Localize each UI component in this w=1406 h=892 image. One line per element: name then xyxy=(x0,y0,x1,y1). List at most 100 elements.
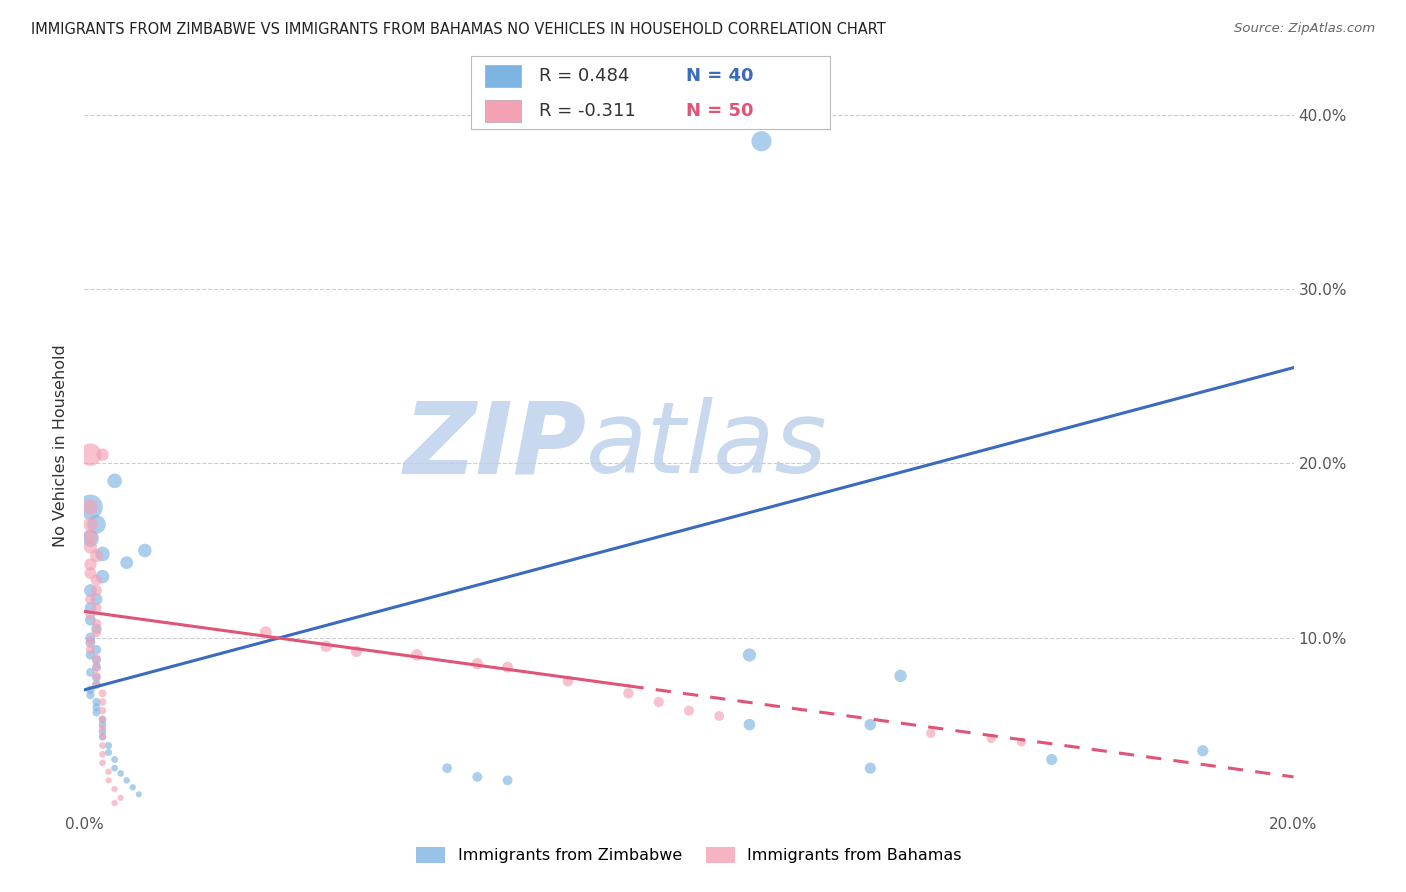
Point xyxy=(86,601,108,615)
FancyBboxPatch shape xyxy=(485,65,522,87)
Text: R = -0.311: R = -0.311 xyxy=(538,102,636,120)
FancyBboxPatch shape xyxy=(485,100,522,122)
Point xyxy=(79,631,101,645)
Point xyxy=(79,540,101,554)
Point xyxy=(91,724,114,739)
Point xyxy=(406,648,429,662)
Text: N = 40: N = 40 xyxy=(686,67,754,85)
Point xyxy=(890,669,912,683)
Point xyxy=(79,500,101,514)
Point xyxy=(91,747,114,762)
Point xyxy=(86,616,108,631)
Point xyxy=(86,695,108,709)
Point xyxy=(91,721,114,735)
Point xyxy=(91,717,114,731)
Point xyxy=(79,613,101,627)
Point xyxy=(467,770,489,784)
Point xyxy=(86,660,108,674)
Point xyxy=(91,547,114,561)
Point xyxy=(86,671,108,685)
Point xyxy=(79,682,101,697)
Point xyxy=(104,474,127,488)
Point xyxy=(738,717,761,731)
Point xyxy=(79,530,101,544)
Point xyxy=(920,726,942,740)
Point xyxy=(86,592,108,607)
Point xyxy=(91,448,114,462)
Point xyxy=(104,782,127,797)
Point xyxy=(79,558,101,572)
Point xyxy=(97,773,120,788)
Text: R = 0.484: R = 0.484 xyxy=(538,67,630,85)
Point xyxy=(91,686,114,700)
Text: Source: ZipAtlas.com: Source: ZipAtlas.com xyxy=(1234,22,1375,36)
Legend: Immigrants from Zimbabwe, Immigrants from Bahamas: Immigrants from Zimbabwe, Immigrants fro… xyxy=(409,840,969,870)
Text: ZIP: ZIP xyxy=(404,398,586,494)
Text: N = 50: N = 50 xyxy=(686,102,754,120)
Point xyxy=(79,642,101,657)
Point xyxy=(110,766,132,780)
Text: atlas: atlas xyxy=(586,398,828,494)
Point xyxy=(97,739,120,753)
Point xyxy=(91,704,114,718)
Point xyxy=(467,657,489,671)
Point xyxy=(104,761,127,775)
Point xyxy=(86,651,108,665)
Point xyxy=(86,517,108,532)
Point xyxy=(91,756,114,770)
Point xyxy=(79,607,101,622)
Point xyxy=(91,695,114,709)
Point xyxy=(678,704,700,718)
Point xyxy=(79,636,101,650)
Point xyxy=(86,660,108,674)
Point xyxy=(97,764,120,779)
Text: IMMIGRANTS FROM ZIMBABWE VS IMMIGRANTS FROM BAHAMAS NO VEHICLES IN HOUSEHOLD COR: IMMIGRANTS FROM ZIMBABWE VS IMMIGRANTS F… xyxy=(31,22,886,37)
Point xyxy=(86,669,108,683)
Point xyxy=(79,688,101,702)
Point xyxy=(436,761,458,775)
Point xyxy=(86,583,108,598)
Point xyxy=(496,773,519,788)
Point xyxy=(110,790,132,805)
Point xyxy=(1011,735,1033,749)
Point xyxy=(859,761,882,775)
Point xyxy=(115,773,138,788)
Point xyxy=(709,709,731,723)
Point xyxy=(121,780,143,795)
Point xyxy=(79,566,101,581)
Point xyxy=(1040,752,1063,766)
Y-axis label: No Vehicles in Household: No Vehicles in Household xyxy=(53,344,69,548)
Point xyxy=(79,517,101,532)
Point xyxy=(86,677,108,691)
Point xyxy=(86,622,108,636)
Point xyxy=(86,642,108,657)
Point xyxy=(254,625,277,640)
Point xyxy=(97,746,120,760)
Point xyxy=(86,677,108,691)
Point xyxy=(980,731,1002,746)
Point xyxy=(86,625,108,640)
Point xyxy=(104,796,127,810)
Point xyxy=(104,752,127,766)
Point xyxy=(91,713,114,727)
Point xyxy=(1192,744,1215,758)
Point xyxy=(86,573,108,587)
Point xyxy=(128,787,150,801)
Point xyxy=(115,556,138,570)
Point xyxy=(79,665,101,680)
Point xyxy=(557,674,579,689)
Point xyxy=(86,700,108,714)
Point xyxy=(91,713,114,727)
Point xyxy=(79,648,101,662)
Point xyxy=(617,686,640,700)
Point xyxy=(79,531,101,545)
Point xyxy=(346,644,368,658)
Point xyxy=(79,583,101,598)
Point xyxy=(134,543,156,558)
Point xyxy=(648,695,671,709)
Point xyxy=(91,569,114,583)
Point xyxy=(738,648,761,662)
Point xyxy=(86,706,108,720)
Point xyxy=(91,739,114,753)
Point xyxy=(496,660,519,674)
